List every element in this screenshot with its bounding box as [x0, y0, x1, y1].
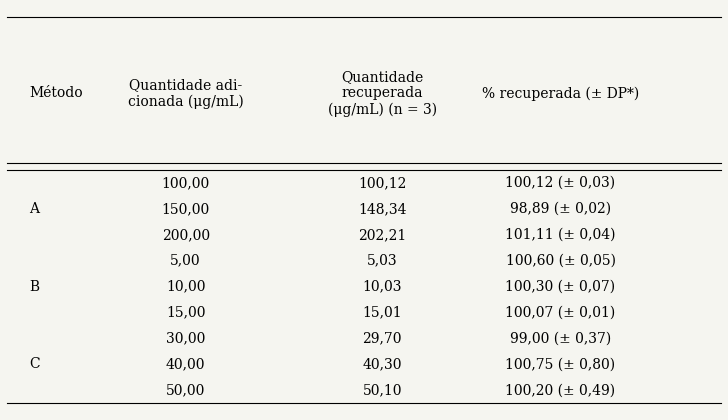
Text: C: C [29, 357, 40, 371]
Text: Método: Método [29, 87, 83, 100]
Text: 200,00: 200,00 [162, 228, 210, 242]
Text: 100,30 (± 0,07): 100,30 (± 0,07) [505, 280, 616, 294]
Text: 10,00: 10,00 [166, 280, 205, 294]
Text: 50,10: 50,10 [363, 383, 402, 397]
Text: 100,07 (± 0,01): 100,07 (± 0,01) [505, 305, 616, 320]
Text: 15,00: 15,00 [166, 305, 205, 320]
Text: 202,21: 202,21 [358, 228, 406, 242]
Text: 100,00: 100,00 [162, 176, 210, 190]
Text: 5,03: 5,03 [367, 254, 397, 268]
Text: 99,00 (± 0,37): 99,00 (± 0,37) [510, 331, 612, 345]
Text: 15,01: 15,01 [363, 305, 402, 320]
Text: A: A [29, 202, 39, 216]
Text: 150,00: 150,00 [162, 202, 210, 216]
Text: B: B [29, 280, 39, 294]
Text: Quantidade
recuperada
(μg/mL) (n = 3): Quantidade recuperada (μg/mL) (n = 3) [328, 70, 437, 117]
Text: 100,20 (± 0,49): 100,20 (± 0,49) [505, 383, 616, 397]
Text: 10,03: 10,03 [363, 280, 402, 294]
Text: 148,34: 148,34 [358, 202, 406, 216]
Text: 40,30: 40,30 [363, 357, 402, 371]
Text: 100,12: 100,12 [358, 176, 406, 190]
Text: 101,11 (± 0,04): 101,11 (± 0,04) [505, 228, 616, 242]
Text: 30,00: 30,00 [166, 331, 205, 345]
Text: Quantidade adi-
cionada (μg/mL): Quantidade adi- cionada (μg/mL) [128, 78, 243, 109]
Text: 5,00: 5,00 [170, 254, 201, 268]
Text: 50,00: 50,00 [166, 383, 205, 397]
Text: 29,70: 29,70 [363, 331, 402, 345]
Text: % recuperada (± DP*): % recuperada (± DP*) [482, 86, 639, 101]
Text: 100,75 (± 0,80): 100,75 (± 0,80) [505, 357, 616, 371]
Text: 100,60 (± 0,05): 100,60 (± 0,05) [505, 254, 616, 268]
Text: 100,12 (± 0,03): 100,12 (± 0,03) [505, 176, 616, 190]
Text: 40,00: 40,00 [166, 357, 205, 371]
Text: 98,89 (± 0,02): 98,89 (± 0,02) [510, 202, 611, 216]
